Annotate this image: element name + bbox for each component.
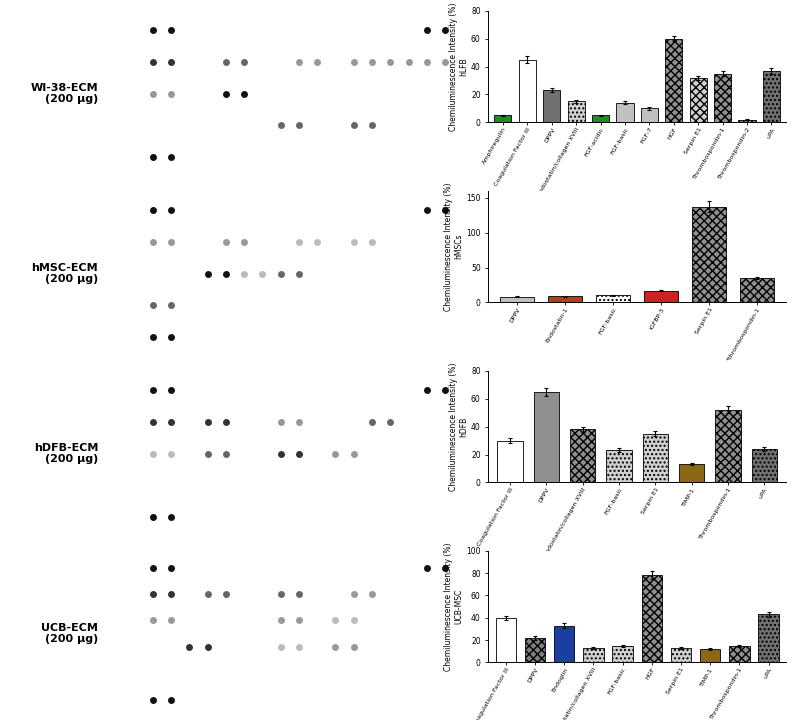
Bar <box>645 291 678 302</box>
Y-axis label: Chemiluminescence Intensity (%)
hLFB: Chemiluminescence Intensity (%) hLFB <box>449 2 468 131</box>
Bar <box>554 626 574 662</box>
Bar <box>763 71 780 122</box>
Bar <box>671 648 692 662</box>
Bar <box>568 102 584 122</box>
Bar <box>679 464 704 482</box>
Bar <box>495 618 516 662</box>
Bar <box>665 39 682 122</box>
Bar <box>543 90 561 122</box>
Y-axis label: Chemiluminescence Intensity (%)
UCB-MSC: Chemiluminescence Intensity (%) UCB-MSC <box>444 542 464 671</box>
Y-axis label: Chemiluminescence Intensity (%)
hDFB: Chemiluminescence Intensity (%) hDFB <box>449 362 468 491</box>
Bar <box>738 120 756 122</box>
Bar <box>596 295 630 302</box>
Bar <box>592 115 609 122</box>
Bar <box>500 297 534 302</box>
Bar <box>715 410 741 482</box>
Bar <box>583 648 603 662</box>
Bar <box>692 207 726 302</box>
Bar <box>642 575 662 662</box>
Bar <box>525 638 545 662</box>
Bar <box>518 60 536 122</box>
Bar <box>495 115 511 122</box>
Bar <box>497 441 522 482</box>
Bar <box>549 296 582 302</box>
Y-axis label: Chemiluminescence Intensity (%)
hMSCs: Chemiluminescence Intensity (%) hMSCs <box>444 182 464 311</box>
Bar <box>714 73 731 122</box>
Bar <box>642 433 668 482</box>
Text: UCB-ECM
(200 μg): UCB-ECM (200 μg) <box>41 623 98 644</box>
Bar <box>534 392 559 482</box>
Bar <box>607 450 632 482</box>
Bar <box>616 103 634 122</box>
Text: hDFB-ECM
(200 μg): hDFB-ECM (200 μg) <box>33 443 98 464</box>
Text: hMSC-ECM
(200 μg): hMSC-ECM (200 μg) <box>32 263 98 284</box>
Bar <box>752 449 777 482</box>
Bar <box>612 646 633 662</box>
Bar <box>690 78 707 122</box>
Bar <box>741 278 774 302</box>
Bar <box>758 614 779 662</box>
Bar <box>729 646 750 662</box>
Bar <box>641 109 658 122</box>
Bar <box>700 649 720 662</box>
Bar <box>570 429 596 482</box>
Text: WI-38-ECM
(200 μg): WI-38-ECM (200 μg) <box>30 83 98 104</box>
